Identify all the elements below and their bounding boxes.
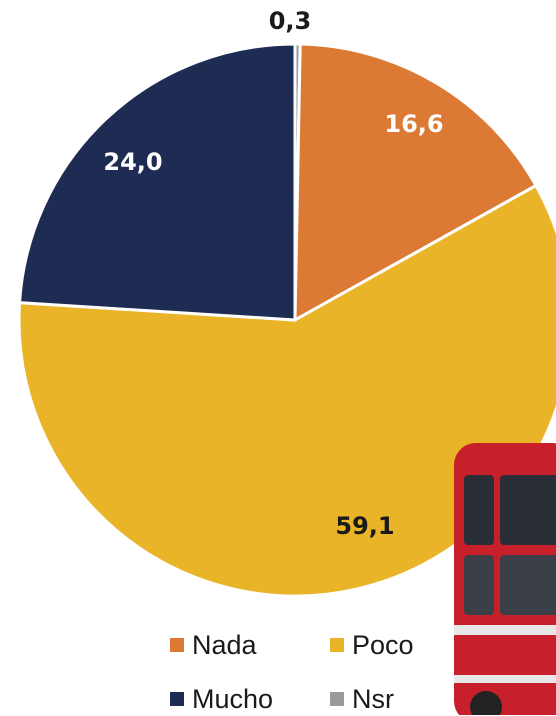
- legend-item-poco: Poco: [330, 628, 470, 662]
- legend-item-nsr: Nsr: [330, 682, 470, 716]
- legend-swatch: [170, 638, 184, 652]
- pie-slice-mucho: [17, 42, 297, 322]
- data-label-nsr: 0,3: [269, 7, 312, 35]
- data-label-poco: 59,1: [335, 512, 394, 540]
- legend-label: Nada: [192, 629, 257, 660]
- legend-item-nada: Nada: [170, 628, 330, 662]
- pie-slice-nada: [293, 42, 539, 323]
- legend-swatch: [170, 692, 184, 706]
- legend-label: Mucho: [192, 683, 274, 714]
- pie-slice-poco: [17, 183, 556, 598]
- legend-swatch: [330, 692, 344, 706]
- data-label-mucho: 24,0: [103, 148, 162, 176]
- legend: Nada Poco Mucho Nsr: [170, 628, 470, 716]
- data-label-nada: 16,6: [384, 110, 443, 138]
- pie-data-labels: 0,3 16,6 59,1 24,0: [103, 7, 443, 540]
- legend-item-mucho: Mucho: [170, 682, 330, 716]
- pie-slices: [17, 42, 556, 598]
- legend-label: Poco: [352, 629, 414, 660]
- legend-swatch: [330, 638, 344, 652]
- bus-icon: [454, 443, 556, 715]
- legend-label: Nsr: [352, 683, 394, 714]
